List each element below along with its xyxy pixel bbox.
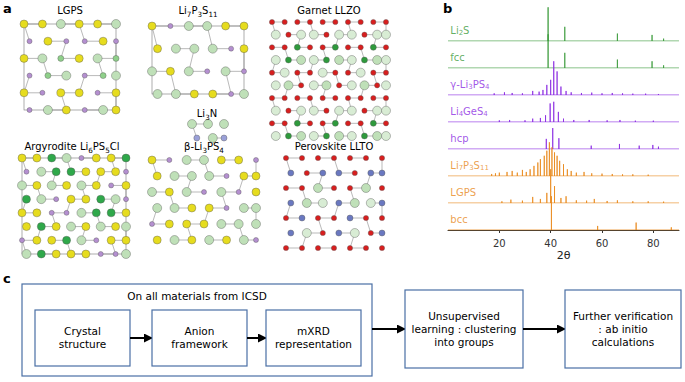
svg-text:3: 3: [468, 82, 473, 91]
svg-text:b: b: [443, 1, 452, 16]
svg-text:2θ: 2θ: [557, 249, 571, 262]
svg-text:into groups: into groups: [434, 336, 493, 348]
svg-text:Li: Li: [450, 25, 458, 36]
svg-text:γ-Li: γ-Li: [450, 79, 468, 90]
svg-text:80: 80: [647, 238, 660, 249]
svg-text:Li: Li: [450, 106, 458, 117]
svg-text:2: 2: [458, 28, 464, 37]
svg-text:PS: PS: [473, 79, 485, 90]
svg-text:: ab initio: : ab initio: [598, 323, 647, 335]
svg-text:calculations: calculations: [592, 336, 655, 348]
svg-text:representation: representation: [275, 338, 352, 350]
svg-text:fcc: fcc: [450, 52, 465, 63]
svg-text:Argyrodite Li6PS5Cl: Argyrodite Li6PS5Cl: [24, 141, 119, 155]
svg-text:11: 11: [480, 164, 489, 172]
svg-text:β-Li3PS4: β-Li3PS4: [184, 141, 224, 155]
svg-text:LGPS: LGPS: [57, 5, 83, 16]
svg-text:Unsupervised: Unsupervised: [428, 310, 500, 322]
svg-text:mXRD: mXRD: [297, 325, 330, 337]
svg-text:hcp: hcp: [450, 133, 468, 144]
svg-text:40: 40: [544, 238, 557, 249]
svg-text:Li7P3S11: Li7P3S11: [178, 5, 217, 19]
svg-text:4: 4: [485, 83, 490, 91]
svg-text:Anion: Anion: [185, 325, 215, 337]
svg-text:4: 4: [458, 109, 464, 118]
svg-text:Garnet LLZO: Garnet LLZO: [297, 5, 360, 16]
svg-text:c: c: [3, 271, 11, 286]
svg-text:20: 20: [493, 238, 506, 249]
svg-text:Li: Li: [450, 160, 458, 171]
svg-text:S: S: [463, 25, 469, 36]
svg-text:bcc: bcc: [450, 214, 467, 225]
svg-text:Crystal: Crystal: [64, 325, 101, 337]
svg-text:structure: structure: [59, 338, 107, 350]
svg-text:On all materials from ICSD: On all materials from ICSD: [127, 290, 266, 302]
svg-text:Further verification: Further verification: [573, 310, 673, 322]
svg-text:a: a: [3, 1, 12, 16]
svg-text:Li3N: Li3N: [197, 108, 217, 122]
html-text:7P3S: 7P3S: [458, 160, 480, 172]
svg-text:Perovskite LLTO: Perovskite LLTO: [295, 141, 374, 152]
svg-text:60: 60: [596, 238, 609, 249]
svg-text:GeS: GeS: [463, 106, 483, 117]
svg-text:4: 4: [483, 110, 488, 118]
svg-text:LGPS: LGPS: [450, 187, 476, 198]
svg-text:framework: framework: [171, 338, 228, 350]
svg-text:learning : clustering: learning : clustering: [412, 323, 517, 335]
